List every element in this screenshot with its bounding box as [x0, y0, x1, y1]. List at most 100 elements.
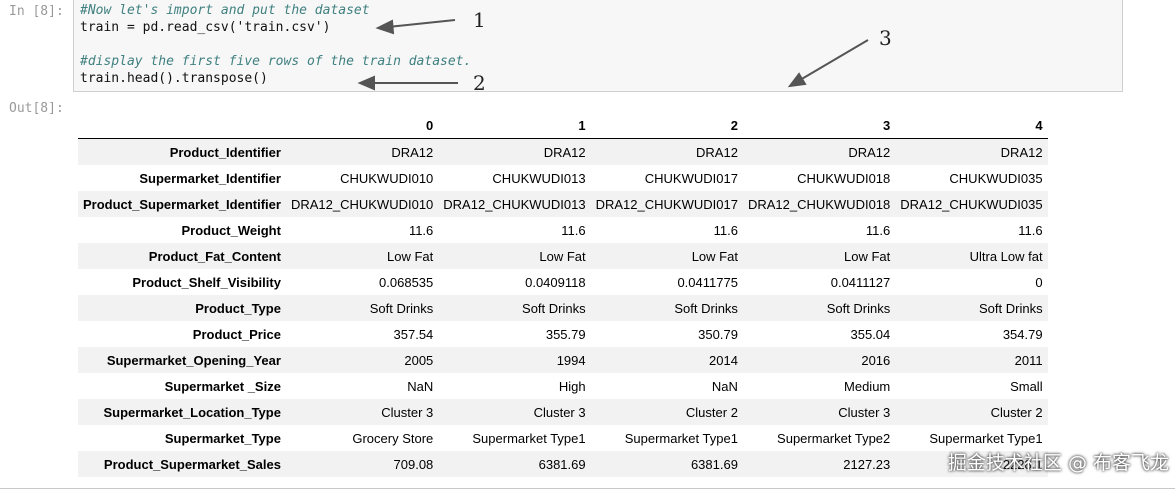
table-cell: 2016: [861, 352, 891, 368]
table-cell: 2014: [709, 352, 738, 368]
index-header-blank: [78, 112, 286, 139]
table-cell: CHUKWUDI013: [492, 170, 586, 186]
row-label: Supermarket_Type: [164, 430, 281, 446]
table-cell: 355.79: [545, 326, 586, 342]
table-cell: NaN: [711, 378, 738, 394]
input-prompt: In [8]:: [9, 4, 64, 19]
table-cell: Soft Drinks: [522, 300, 586, 316]
table-row: Supermarket _Size NaN High NaN Medium Small: [78, 373, 1048, 399]
column-header: 4: [895, 112, 1048, 139]
table-cell: 11.6: [865, 222, 891, 238]
table-cell: Soft Drinks: [979, 300, 1043, 316]
table-cell: Low Fat: [539, 248, 586, 264]
output-bottom-border: [0, 488, 1175, 489]
table-cell: DRA12: [1000, 144, 1043, 160]
table-cell: DRA12_CHUKWUDI018: [747, 196, 891, 212]
table-row: Supermarket_Type Grocery Store Supermarket…: [78, 425, 1048, 451]
code-line: train.head().transpose(): [80, 71, 268, 86]
row-label: Product_Fat_Content: [148, 248, 281, 264]
table-cell: DRA12: [848, 144, 891, 160]
table-cell: Supermarket Type1: [624, 430, 738, 446]
column-header: 2: [590, 112, 743, 139]
arrow-2-head: [357, 75, 375, 91]
table-cell: 2228.1: [1002, 456, 1043, 472]
table-row: Product_Type Soft Drinks Soft Drinks Soft D…: [78, 295, 1048, 321]
table-cell: NaN: [407, 378, 434, 394]
table-row: Supermarket_Opening_Year 2005 1994 2014 2016…: [78, 347, 1048, 373]
table-cell: 357.54: [393, 326, 434, 342]
table-cell: 350.79: [698, 326, 738, 342]
table-row: Supermarket_Identifier CHUKWUDI010 CHUKWUD…: [78, 165, 1048, 191]
row-label: Product_Identifier: [169, 144, 281, 160]
table-cell: 2011: [1014, 352, 1043, 368]
table-cell: Cluster 3: [381, 404, 434, 420]
table-cell: 354.79: [1002, 326, 1043, 342]
table-cell: DRA12: [696, 144, 738, 160]
code-line: train = pd.read_csv('train.csv'): [80, 20, 331, 35]
table-cell: 6381.69: [690, 456, 738, 472]
table-row: Product_Shelf_Visibility 0.068535 0.040911…: [78, 269, 1048, 295]
row-label: Supermarket_Location_Type: [103, 404, 281, 420]
row-label: Supermarket _Size: [164, 378, 281, 394]
table-cell: 2005: [404, 352, 434, 368]
table-row: Product_Price 357.54 355.79 350.79 355.04 354…: [78, 321, 1048, 347]
code-cell[interactable]: #Now let's import and put the dataset tr…: [73, 0, 1123, 92]
row-label: Product_Shelf_Visibility: [132, 274, 281, 290]
table-cell: Soft Drinks: [826, 300, 891, 316]
table-cell: Cluster 3: [533, 404, 586, 420]
table-cell: 6381.69: [538, 456, 586, 472]
table-cell: CHUKWUDI018: [797, 170, 891, 186]
annotation-arrows: [357, 19, 869, 91]
table-cell: Soft Drinks: [674, 300, 738, 316]
table-cell: Cluster 2: [990, 404, 1043, 420]
table-cell: 11.6: [561, 222, 586, 238]
table-cell: 0.0409118: [525, 274, 586, 290]
table-cell: Soft Drinks: [369, 300, 434, 316]
table-row: Product_Identifier DRA12 DRA12 DRA12 DRA12 DR…: [78, 138, 1048, 165]
table-cell: 11.6: [408, 222, 434, 238]
table-cell: 0.0411775: [677, 274, 738, 290]
annotation-label-2: 2: [473, 71, 486, 95]
row-label: Supermarket_Identifier: [139, 170, 281, 186]
table-cell: 1994: [556, 352, 586, 368]
table-cell: 2127.23: [843, 456, 891, 472]
table-cell: CHUKWUDI017: [644, 170, 738, 186]
arrow-1: [387, 19, 456, 28]
column-header: 0: [285, 112, 439, 139]
table-cell: High: [558, 378, 586, 394]
table-cell: DRA12: [543, 144, 586, 160]
table-cell: 0: [1035, 274, 1043, 290]
table-cell: Supermarket Type1: [472, 430, 586, 446]
table-cell: Low Fat: [691, 248, 738, 264]
row-label: Product_Weight: [181, 222, 281, 238]
table-row: Product_Fat_Content Low Fat Low Fat Low Fat…: [78, 243, 1048, 269]
table-row: Product_Supermarket_Identifier DRA12_CHUK…: [78, 191, 1048, 217]
table-cell: Grocery Store: [352, 430, 434, 446]
table-cell: DRA12_CHUKWUDI035: [900, 196, 1043, 212]
table-cell: Cluster 3: [838, 404, 891, 420]
arrow-3: [799, 39, 869, 81]
table-cell: Supermarket Type1: [929, 430, 1043, 446]
annotation-label-1: 1: [473, 8, 486, 32]
table-cell: Medium: [844, 378, 891, 394]
row-label: Supermarket_Opening_Year: [106, 352, 281, 368]
table-cell: 0.0411127: [830, 274, 891, 290]
column-header: 3: [742, 112, 896, 139]
code-comment-line: #Now let's import and put the dataset: [80, 3, 370, 18]
watermark: 掘金技术社区 @ 布客飞龙: [947, 452, 1169, 474]
table-cell: Low Fat: [844, 248, 891, 264]
table-cell: CHUKWUDI035: [949, 170, 1043, 186]
table-cell: CHUKWUDI010: [340, 170, 434, 186]
table-cell: 0.068535: [379, 274, 434, 290]
table-row: Product_Weight 11.6 11.6 11.6 11.6 11.6: [78, 217, 1048, 243]
table-cell: Cluster 2: [685, 404, 738, 420]
row-label: Product_Type: [195, 300, 281, 316]
table-row: Product_Supermarket_Sales 709.08 6381.69 63…: [78, 451, 1048, 477]
code-comment-line: #display the first five rows of the trai…: [80, 54, 472, 69]
table-cell: 11.6: [713, 222, 738, 238]
table-cell: DRA12_CHUKWUDI013: [443, 196, 586, 212]
table-cell: DRA12_CHUKWUDI017: [595, 196, 738, 212]
table-cell: 355.04: [850, 326, 891, 342]
annotation-label-3: 3: [879, 26, 892, 50]
